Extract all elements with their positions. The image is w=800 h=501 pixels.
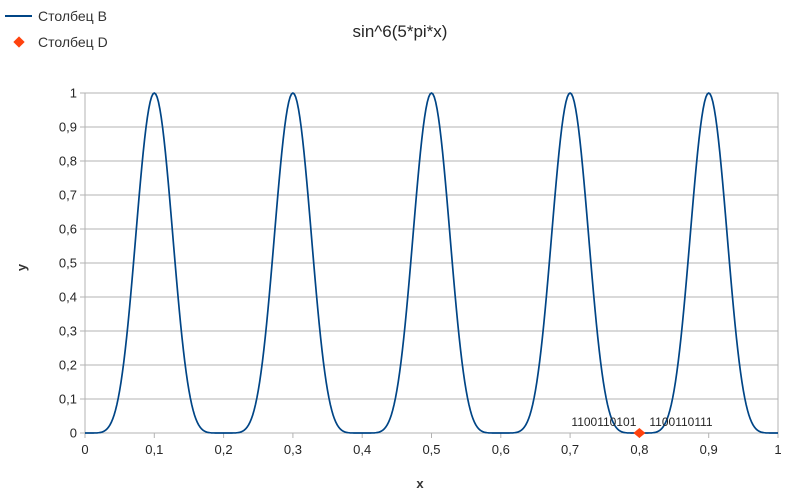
y-tick-label: 1 (70, 86, 77, 101)
line-swatch (5, 15, 32, 17)
x-tick-label: 0,2 (215, 442, 233, 457)
y-tick-label: 0,4 (59, 290, 77, 305)
point-label-right: 1100110111 (649, 415, 713, 429)
legend-label-series-b: Столбец B (38, 8, 107, 24)
y-tick-label: 0,1 (59, 392, 77, 407)
y-tick-label: 0,6 (59, 222, 77, 237)
y-axis-title: y (14, 263, 30, 272)
legend-item-series-b[interactable]: Столбец B (5, 3, 108, 29)
point-label-left: 1100110101 (571, 415, 636, 429)
series-d-point[interactable] (633, 428, 646, 438)
x-tick-label: 1 (774, 442, 781, 457)
legend-item-series-d[interactable]: Столбец D (5, 29, 108, 55)
y-tick-label: 0,7 (59, 188, 77, 203)
x-tick-label: 0,4 (353, 442, 371, 457)
x-tick-label: 0,5 (422, 442, 440, 457)
x-tick-label: 0,7 (561, 442, 579, 457)
legend-label-series-d: Столбец D (38, 34, 108, 50)
y-tick-label: 0 (70, 426, 77, 441)
legend: Столбец B Столбец D (5, 3, 108, 55)
legend-swatch-column (5, 15, 32, 17)
x-tick-label: 0,6 (492, 442, 510, 457)
x-tick-label: 0,1 (145, 442, 163, 457)
y-tick-label: 0,2 (59, 358, 77, 373)
chart-title: sin^6(5*pi*x) (352, 22, 448, 41)
y-tick-label: 0,3 (59, 324, 77, 339)
series-b-curve[interactable] (85, 92, 778, 434)
x-axis-title: x (416, 476, 424, 491)
x-tick-label: 0,3 (284, 442, 302, 457)
y-tick-label: 0,8 (59, 154, 77, 169)
x-tick-label: 0 (81, 442, 88, 457)
y-tick-label: 0,9 (59, 120, 77, 135)
x-tick-label: 0,9 (700, 442, 718, 457)
y-tick-label: 0,5 (59, 256, 77, 271)
x-tick-label: 0,8 (630, 442, 648, 457)
